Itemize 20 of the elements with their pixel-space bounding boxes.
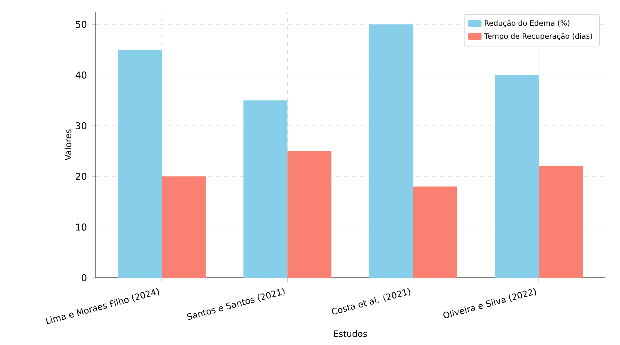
y-tick-label: 30	[76, 122, 87, 130]
bar	[495, 75, 540, 278]
x-tick-label: Oliveira e Silva (2022)	[444, 288, 536, 318]
bar	[413, 186, 458, 278]
y-axis-title: Valores	[64, 130, 72, 161]
bar	[288, 151, 332, 278]
x-axis-title: Estudos	[334, 330, 368, 338]
bar	[118, 50, 162, 278]
y-tick-label: 50	[76, 21, 87, 28]
bar	[369, 24, 414, 278]
y-tick-label: 40	[76, 72, 87, 79]
bar	[162, 176, 206, 278]
x-tick-label: Costa et al. (2021)	[332, 288, 410, 315]
y-tick-label: 0	[82, 274, 87, 282]
x-tick-label: Lima e Moraes Filho (2024)	[46, 288, 160, 324]
bar	[539, 166, 584, 278]
x-tick-label: Santos e Santos (2021)	[187, 288, 285, 320]
bar	[244, 100, 288, 278]
y-tick-label: 20	[76, 173, 87, 180]
y-tick-label: 10	[76, 224, 87, 231]
